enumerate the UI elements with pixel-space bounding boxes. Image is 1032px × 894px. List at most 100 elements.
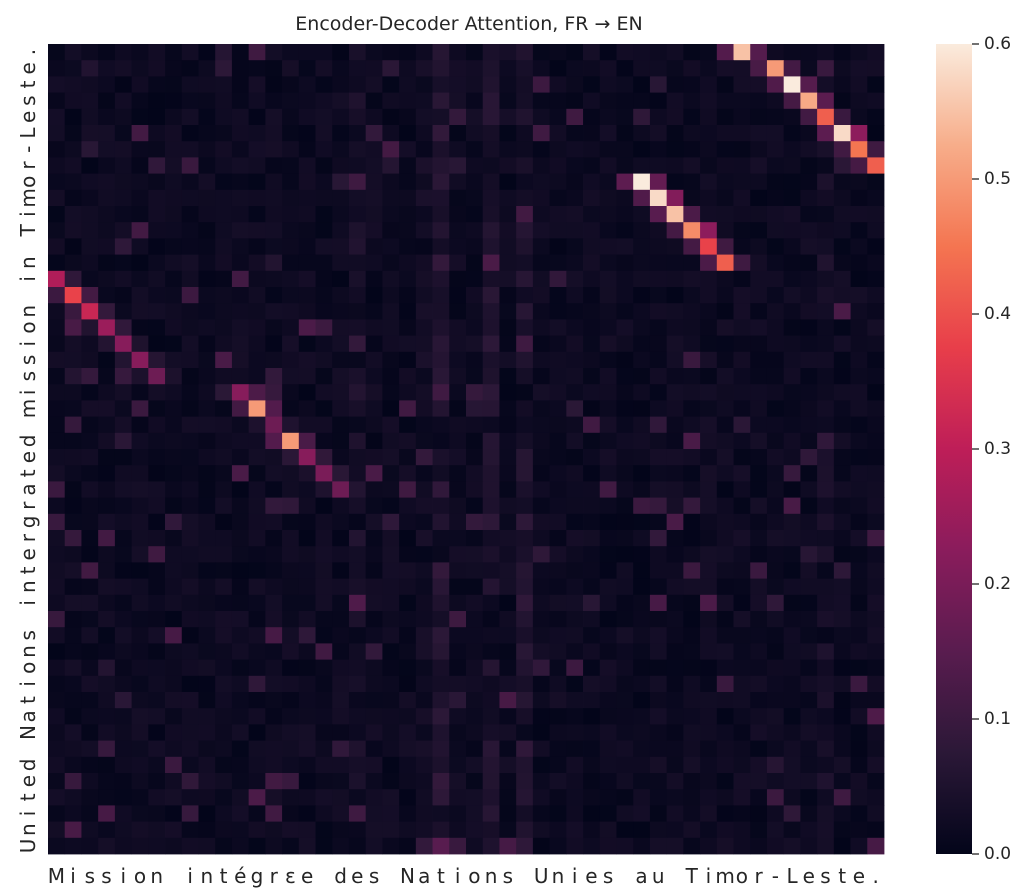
heatmap-cell — [165, 157, 183, 174]
heatmap-cell — [348, 530, 367, 547]
heatmap-cell — [833, 319, 851, 336]
heatmap-cell — [365, 384, 383, 401]
heatmap-cell — [783, 724, 801, 741]
heatmap-cell — [432, 756, 450, 774]
heatmap-cell — [64, 254, 82, 272]
heatmap-cell — [766, 270, 785, 288]
heatmap-cell — [231, 335, 250, 353]
heatmap-cell — [415, 189, 433, 207]
heatmap-cell — [165, 432, 183, 450]
heatmap-cell — [449, 76, 467, 93]
heatmap-cell — [282, 335, 300, 353]
heatmap-cell — [449, 108, 467, 126]
heatmap-cell — [131, 643, 149, 660]
heatmap-cell — [165, 141, 183, 158]
heatmap-cell — [750, 481, 768, 498]
heatmap-cell — [298, 108, 316, 126]
heatmap-cell — [282, 157, 300, 174]
x-axis-token: i — [120, 864, 126, 888]
heatmap-cell — [649, 400, 668, 417]
heatmap-cell — [315, 60, 333, 77]
heatmap-cell — [750, 837, 768, 855]
heatmap-cell — [248, 740, 266, 758]
heatmap-cell — [415, 351, 433, 369]
heatmap-cell — [583, 497, 601, 515]
heatmap-cell — [399, 789, 417, 806]
heatmap-cell — [148, 789, 166, 806]
heatmap-cell — [449, 206, 467, 223]
heatmap-cell — [750, 546, 768, 563]
heatmap-cell — [48, 270, 66, 288]
heatmap-cell — [298, 643, 316, 660]
heatmap-cell — [348, 432, 367, 450]
heatmap-cell — [98, 756, 116, 774]
heatmap-cell — [265, 692, 283, 709]
heatmap-cell — [549, 692, 567, 709]
heatmap-cell — [114, 837, 132, 855]
heatmap-cell — [733, 724, 751, 741]
heatmap-cell — [198, 740, 216, 758]
heatmap-cell — [733, 319, 751, 336]
heatmap-cell — [399, 368, 417, 385]
heatmap-cell — [633, 44, 651, 61]
heatmap-cell — [114, 141, 132, 158]
heatmap-cell — [64, 578, 82, 596]
heatmap-cell — [181, 76, 199, 93]
heatmap-cell — [750, 351, 768, 369]
heatmap-cell — [282, 60, 300, 77]
heatmap-cell — [466, 238, 484, 255]
heatmap-cell — [817, 465, 835, 482]
heatmap-cell — [583, 254, 601, 272]
heatmap-cell — [98, 319, 116, 336]
heatmap-cell — [165, 724, 183, 741]
heatmap-cell — [399, 513, 417, 531]
heatmap-cell — [549, 60, 567, 77]
heatmap-cell — [817, 270, 835, 288]
heatmap-cell — [800, 611, 818, 628]
heatmap-cell — [348, 400, 367, 417]
heatmap-cell — [198, 416, 216, 434]
heatmap-cell — [817, 76, 835, 93]
heatmap-cell — [616, 416, 634, 434]
heatmap-cell — [114, 481, 132, 498]
heatmap-cell — [114, 351, 132, 369]
heatmap-cell — [48, 432, 66, 450]
heatmap-cell — [382, 594, 400, 612]
heatmap-cell — [499, 594, 517, 612]
heatmap-cell — [783, 756, 801, 774]
heatmap-cell — [415, 789, 433, 806]
heatmap-cell — [766, 756, 785, 774]
heatmap-cell — [449, 659, 467, 677]
heatmap-cell — [850, 335, 868, 353]
heatmap-cell — [165, 513, 183, 531]
heatmap-cell — [365, 368, 383, 385]
x-axis-token: s — [603, 864, 613, 888]
y-axis-token: r — [16, 501, 40, 510]
heatmap-cell — [415, 756, 433, 774]
heatmap-cell — [365, 432, 383, 450]
heatmap-cell — [215, 837, 233, 855]
heatmap-cell — [817, 125, 835, 142]
heatmap-cell — [750, 449, 768, 466]
heatmap-cell — [833, 708, 851, 725]
heatmap-cell — [215, 222, 233, 239]
heatmap-cell — [165, 805, 183, 822]
heatmap-cell — [783, 108, 801, 126]
heatmap-cell — [583, 189, 601, 207]
heatmap-cell — [750, 108, 768, 126]
heatmap-cell — [850, 773, 868, 790]
heatmap-cell — [399, 740, 417, 758]
heatmap-cell — [867, 659, 885, 677]
heatmap-cell — [298, 270, 316, 288]
heatmap-cell — [549, 254, 567, 272]
heatmap-cell — [867, 351, 885, 369]
heatmap-cell — [716, 60, 734, 77]
heatmap-cell — [382, 351, 400, 369]
heatmap-cell — [282, 222, 300, 239]
heatmap-cell — [332, 643, 350, 660]
heatmap-cell — [114, 400, 132, 417]
heatmap-cell — [700, 497, 718, 515]
heatmap-cell — [165, 773, 183, 790]
heatmap-cell — [750, 44, 768, 61]
x-axis-token: n — [200, 864, 213, 888]
